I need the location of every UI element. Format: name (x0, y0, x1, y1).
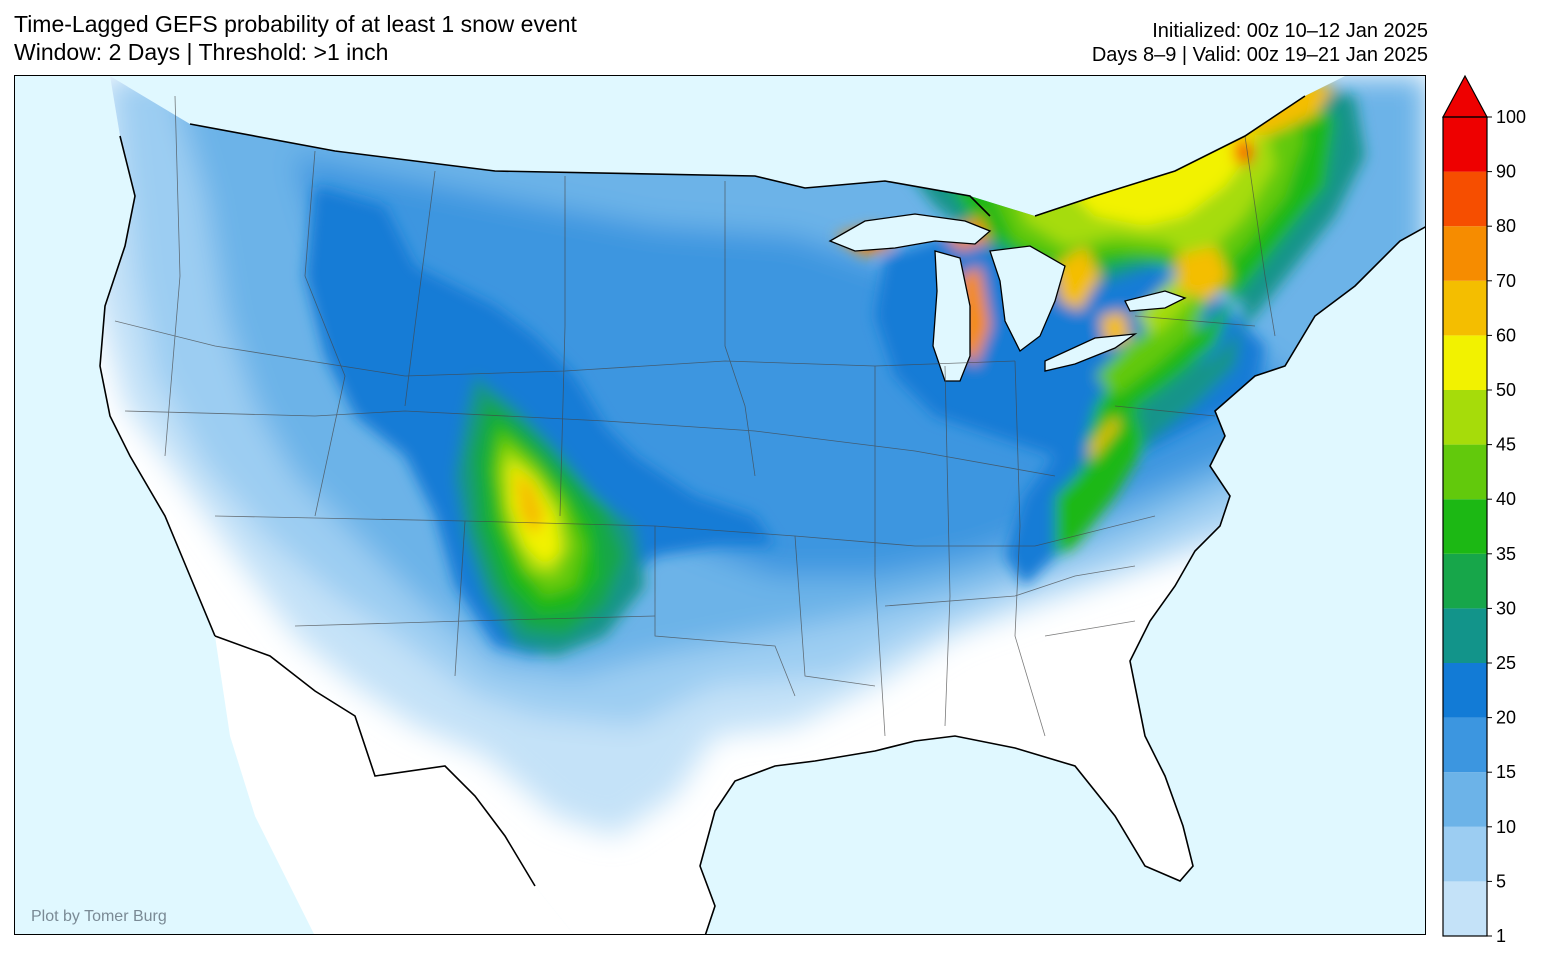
colorbar-swatch (1443, 772, 1487, 827)
lake-ontario (1124, 290, 1187, 312)
valid-time: Days 8–9 | Valid: 00z 19–21 Jan 2025 (1091, 44, 1428, 66)
colorbar-swatch (1443, 117, 1487, 172)
colorbar-frame (1442, 116, 1488, 937)
colorbar-swatch (1443, 335, 1487, 390)
us-mexico-border (214, 635, 536, 887)
snow-probability-map (15, 76, 1425, 934)
colorbar-tick-label: 10 (1496, 817, 1516, 837)
title-line-1: Time-Lagged GEFS probability of at least… (14, 11, 577, 37)
colorbar-swatch (1443, 444, 1487, 500)
colorbar-tick-label: 35 (1496, 544, 1516, 564)
map-panel: Plot by Tomer Burg (14, 75, 1426, 935)
lake-huron (989, 245, 1066, 352)
colorbar-swatch (1443, 608, 1487, 663)
land-mexico (215, 636, 574, 934)
country-borders (189, 95, 1306, 887)
colorbar-tick-label: 15 (1496, 762, 1516, 782)
colorbar-tick-label: 100 (1496, 107, 1526, 127)
lake-michigan (932, 250, 971, 382)
colorbar-tick-label: 60 (1496, 325, 1516, 345)
coastline (99, 135, 1425, 934)
probability-fill (100, 76, 1425, 836)
colorbar-tick-label: 40 (1496, 489, 1516, 509)
colorbar-tick-label: 50 (1496, 380, 1516, 400)
credit-text: Plot by Tomer Burg (31, 908, 167, 925)
colorbar-tick-label: 5 (1496, 871, 1506, 891)
colorbar-swatch (1443, 717, 1487, 773)
colorbar-swatches (1442, 74, 1489, 937)
colorbar-swatch (1443, 881, 1487, 936)
title-line-2: Window: 2 Days | Threshold: >1 inch (14, 39, 389, 65)
init-time: Initialized: 00z 10–12 Jan 2025 (1152, 20, 1428, 42)
run-info: Initialized: 00z 10–12 Jan 2025 Days 8–9… (1092, 19, 1428, 67)
colorbar-swatch (1443, 390, 1487, 445)
map-title: Time-Lagged GEFS probability of at least… (14, 10, 577, 66)
state-borders (114, 95, 1276, 737)
colorbar-tick-label: 1 (1496, 926, 1506, 946)
lake-erie (1044, 333, 1138, 372)
colorbar-swatch (1443, 280, 1487, 336)
colorbar-tick-label: 45 (1496, 435, 1516, 455)
colorbar-swatch (1443, 826, 1487, 882)
colorbar-tick-label: 30 (1496, 598, 1516, 618)
colorbar-swatch (1443, 663, 1487, 718)
colorbar-swatch (1443, 499, 1487, 554)
colorbar-swatch (1443, 226, 1487, 281)
lake-superior (828, 213, 992, 252)
colorbar-swatch (1443, 171, 1487, 227)
colorbar-tick-label: 70 (1496, 271, 1516, 291)
colorbar-swatch (1443, 553, 1487, 609)
us-canada-border-east (1034, 95, 1306, 217)
colorbar-tick-label: 25 (1496, 653, 1516, 673)
colorbar-tick-label: 20 (1496, 708, 1516, 728)
us-canada-border (189, 123, 991, 217)
great-lakes (828, 213, 1187, 382)
colorbar-tick-label: 80 (1496, 216, 1516, 236)
colorbar-tick-label: 90 (1496, 162, 1516, 182)
colorbar-extend-arrow (1442, 74, 1489, 118)
